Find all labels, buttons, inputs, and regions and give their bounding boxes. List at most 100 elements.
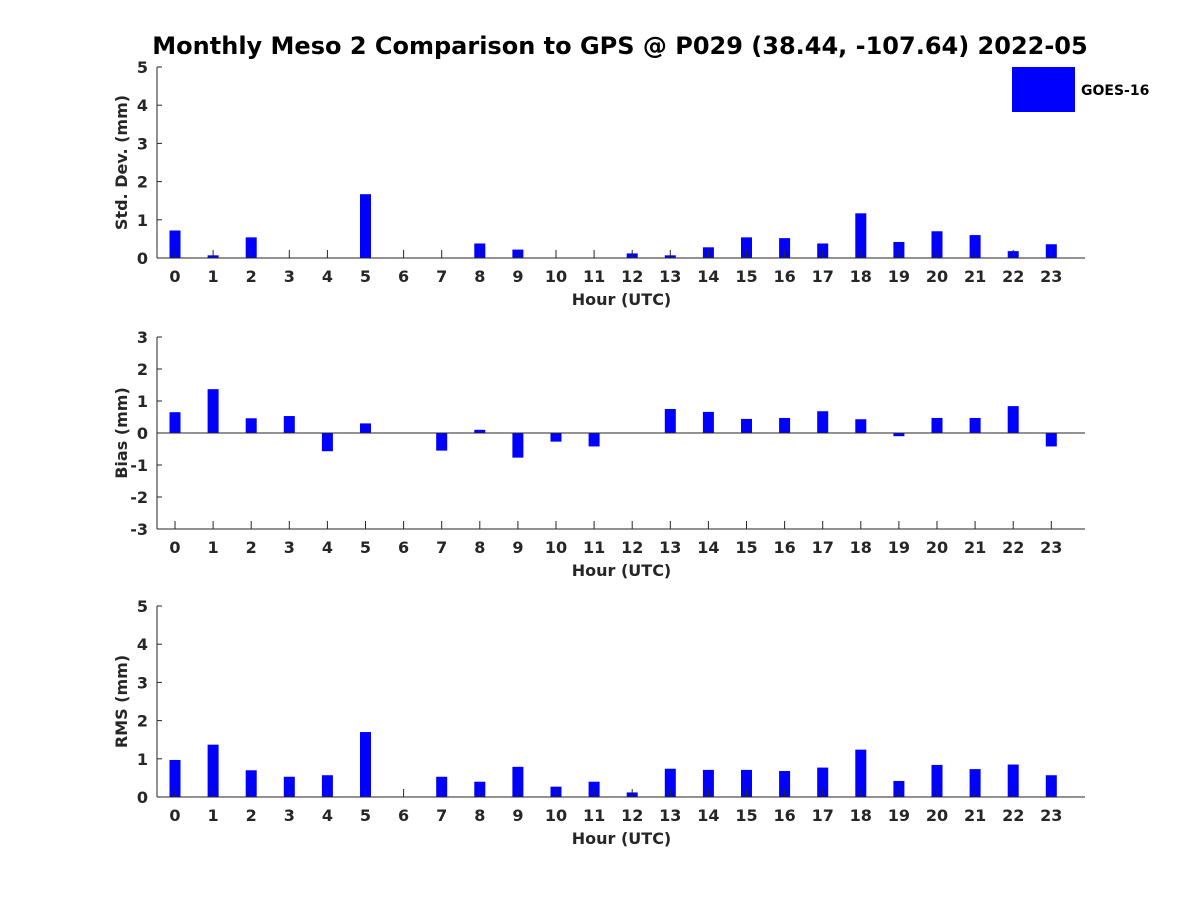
rms-bar bbox=[741, 769, 752, 797]
bias-x-tick-label: 10 bbox=[545, 538, 567, 557]
bias-bar bbox=[1007, 406, 1019, 433]
rms-x-tick-label: 21 bbox=[964, 806, 986, 825]
std-dev-x-tick-label: 10 bbox=[545, 267, 567, 286]
rms-x-tick-label: 14 bbox=[697, 806, 719, 825]
bias-y-tick-label: -2 bbox=[130, 488, 148, 507]
legend-label: GOES-16 bbox=[1081, 83, 1149, 99]
bias-bar bbox=[588, 433, 600, 447]
bias-bar bbox=[360, 423, 371, 433]
bias-x-tick-label: 6 bbox=[398, 538, 409, 557]
bias-bar bbox=[474, 429, 486, 433]
rms-y-tick-label: 3 bbox=[137, 673, 148, 692]
rms-bar bbox=[931, 764, 943, 797]
bias-bar bbox=[893, 433, 905, 437]
bias-bar bbox=[931, 417, 943, 433]
bias-bar bbox=[1045, 433, 1057, 447]
std-dev-x-tick-label: 2 bbox=[246, 267, 257, 286]
std-dev-x-tick-label: 11 bbox=[583, 267, 605, 286]
rms-bar bbox=[283, 776, 295, 797]
bias-y-tick-label: -3 bbox=[130, 520, 148, 539]
bias-y-tick-label: 0 bbox=[137, 424, 148, 443]
rms-bar bbox=[855, 749, 867, 797]
std-dev-x-tick-label: 13 bbox=[659, 267, 681, 286]
bias-x-tick-label: 20 bbox=[926, 538, 948, 557]
bias-bar bbox=[969, 417, 981, 433]
bias-x-tick-label: 7 bbox=[436, 538, 447, 557]
bias-x-tick-label: 15 bbox=[735, 538, 757, 557]
std-dev-bar bbox=[855, 213, 867, 258]
std-dev-x-tick-label: 18 bbox=[850, 267, 872, 286]
bias-x-tick-label: 22 bbox=[1002, 538, 1024, 557]
bias-x-tick-label: 13 bbox=[659, 538, 681, 557]
bias-y-tick-label: 2 bbox=[137, 360, 148, 379]
rms-x-tick-label: 16 bbox=[773, 806, 795, 825]
rms-bar bbox=[779, 771, 791, 797]
rms-bar bbox=[512, 766, 524, 797]
std-dev-x-tick-label: 20 bbox=[926, 267, 948, 286]
rms-x-tick-label: 10 bbox=[545, 806, 567, 825]
rms-x-tick-label: 3 bbox=[284, 806, 295, 825]
rms-x-axis-label: Hour (UTC) bbox=[572, 829, 672, 848]
bias-x-tick-label: 11 bbox=[583, 538, 605, 557]
std-dev-bar bbox=[779, 238, 791, 258]
rms-x-tick-label: 5 bbox=[360, 806, 371, 825]
std-dev-x-tick-label: 19 bbox=[888, 267, 910, 286]
std-dev-x-axis-label: Hour (UTC) bbox=[572, 290, 672, 309]
bias-x-tick-label: 5 bbox=[360, 538, 371, 557]
rms-bar bbox=[969, 769, 981, 797]
std-dev-bar bbox=[360, 194, 371, 258]
rms-x-tick-label: 4 bbox=[322, 806, 333, 825]
std-dev-bar bbox=[969, 235, 981, 258]
rms-x-tick-label: 8 bbox=[474, 806, 485, 825]
std-dev-x-tick-label: 8 bbox=[474, 267, 485, 286]
bias-x-tick-label: 21 bbox=[964, 538, 986, 557]
rms-x-tick-label: 13 bbox=[659, 806, 681, 825]
bias-bar bbox=[741, 418, 752, 433]
rms-y-tick-label: 2 bbox=[137, 712, 148, 731]
std-dev-x-tick-label: 15 bbox=[735, 267, 757, 286]
bias-y-tick-label: 1 bbox=[137, 392, 148, 411]
bias-y-tick-label: 3 bbox=[137, 328, 148, 347]
bias-x-tick-label: 17 bbox=[812, 538, 834, 557]
bias-bar bbox=[512, 433, 524, 458]
std-dev-x-tick-label: 12 bbox=[621, 267, 643, 286]
std-dev-x-tick-label: 21 bbox=[964, 267, 986, 286]
std-dev-bar bbox=[245, 237, 257, 258]
std-dev-x-tick-label: 16 bbox=[773, 267, 795, 286]
rms-x-tick-label: 22 bbox=[1002, 806, 1024, 825]
std-dev-bar bbox=[169, 230, 181, 258]
std-dev-x-tick-label: 14 bbox=[697, 267, 719, 286]
rms-x-tick-label: 0 bbox=[169, 806, 180, 825]
bias-bar bbox=[855, 419, 867, 433]
bias-x-tick-label: 12 bbox=[621, 538, 643, 557]
std-dev-x-tick-label: 23 bbox=[1040, 267, 1062, 286]
std-dev-x-tick-label: 0 bbox=[169, 267, 180, 286]
bias-x-tick-label: 19 bbox=[888, 538, 910, 557]
std-dev-bar bbox=[931, 231, 943, 258]
rms-x-tick-label: 2 bbox=[246, 806, 257, 825]
bias-x-tick-label: 18 bbox=[850, 538, 872, 557]
std-dev-y-tick-label: 2 bbox=[137, 173, 148, 192]
bias-bar bbox=[779, 417, 791, 433]
bias-bar bbox=[245, 418, 257, 433]
rms-x-tick-label: 15 bbox=[735, 806, 757, 825]
std-dev-y-tick-label: 1 bbox=[137, 211, 148, 230]
std-dev-x-tick-label: 7 bbox=[436, 267, 447, 286]
bias-x-tick-label: 14 bbox=[697, 538, 719, 557]
bias-x-tick-label: 0 bbox=[169, 538, 180, 557]
bias-x-tick-label: 8 bbox=[474, 538, 485, 557]
std-dev-x-tick-label: 5 bbox=[360, 267, 371, 286]
rms-bar bbox=[1007, 764, 1019, 797]
bias-bar bbox=[702, 411, 714, 433]
bias-bar bbox=[664, 409, 676, 433]
rms-bar bbox=[245, 770, 257, 797]
rms-bar bbox=[436, 776, 448, 797]
rms-bar bbox=[169, 759, 181, 797]
rms-bar bbox=[893, 780, 905, 797]
rms-bar bbox=[321, 775, 333, 797]
rms-x-tick-label: 23 bbox=[1040, 806, 1062, 825]
std-dev-y-tick-label: 5 bbox=[137, 58, 148, 77]
bias-x-tick-label: 1 bbox=[208, 538, 219, 557]
